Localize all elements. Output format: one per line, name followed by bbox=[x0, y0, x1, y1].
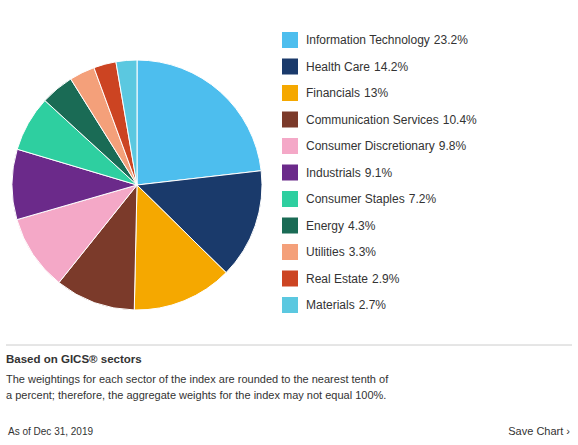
legend-swatch bbox=[282, 191, 298, 207]
pie-slice bbox=[137, 60, 261, 185]
legend-swatch bbox=[282, 297, 298, 313]
legend-swatch bbox=[282, 112, 298, 128]
legend-category: Communication Services bbox=[306, 113, 439, 127]
legend-category: Financials bbox=[306, 86, 360, 100]
legend-item: Financials 13% bbox=[282, 85, 388, 101]
footer-date: As of Dec 31, 2019 bbox=[8, 426, 93, 437]
legend-label: Industrials 9.1% bbox=[306, 166, 392, 180]
legend-label: Materials 2.7% bbox=[306, 298, 386, 312]
legend-label: Communication Services 10.4% bbox=[306, 113, 477, 127]
legend-category: Real Estate bbox=[306, 272, 368, 286]
legend: Information Technology 23.2% Health Care 14… bbox=[282, 32, 477, 313]
legend-swatch bbox=[282, 32, 298, 48]
legend-swatch bbox=[282, 85, 298, 101]
legend-swatch bbox=[282, 138, 298, 154]
legend-swatch bbox=[282, 218, 298, 234]
legend-value: 23.2% bbox=[434, 33, 468, 47]
legend-value: 3.3% bbox=[349, 245, 377, 259]
legend-category: Energy bbox=[306, 219, 344, 233]
legend-category: Information Technology bbox=[306, 33, 430, 47]
pie-slice bbox=[134, 185, 226, 310]
legend-label: Consumer Discretionary 9.8% bbox=[306, 139, 466, 153]
legend-value: 13% bbox=[364, 86, 388, 100]
legend-value: 4.3% bbox=[348, 219, 376, 233]
footer-body: a percent; therefore, the aggregate weig… bbox=[6, 389, 386, 401]
legend-swatch bbox=[282, 165, 298, 181]
footer-heading: Based on GICS® sectors bbox=[6, 353, 142, 365]
chart: Information Technology 23.2% Health Care 14… bbox=[0, 0, 578, 445]
legend-category: Consumer Staples bbox=[306, 192, 405, 206]
legend-label: Health Care 14.2% bbox=[306, 60, 408, 74]
legend-value: 9.8% bbox=[439, 139, 467, 153]
footer: Based on GICS® sectors The weightings for… bbox=[6, 345, 572, 437]
legend-swatch bbox=[282, 271, 298, 287]
legend-item: Health Care 14.2% bbox=[282, 59, 408, 75]
legend-item: Information Technology 23.2% bbox=[282, 32, 468, 48]
legend-label: Energy 4.3% bbox=[306, 219, 376, 233]
legend-item: Energy 4.3% bbox=[282, 218, 376, 234]
legend-item: Materials 2.7% bbox=[282, 297, 386, 313]
legend-item: Real Estate 2.9% bbox=[282, 271, 400, 287]
legend-value: 2.7% bbox=[359, 298, 387, 312]
legend-category: Industrials bbox=[306, 166, 361, 180]
legend-category: Utilities bbox=[306, 245, 345, 259]
legend-category: Health Care bbox=[306, 60, 370, 74]
legend-swatch bbox=[282, 59, 298, 75]
legend-value: 7.2% bbox=[409, 192, 437, 206]
footer-divider bbox=[6, 345, 572, 346]
legend-label: Information Technology 23.2% bbox=[306, 33, 468, 47]
legend-item: Industrials 9.1% bbox=[282, 165, 392, 181]
legend-item: Communication Services 10.4% bbox=[282, 112, 477, 128]
legend-value: 10.4% bbox=[443, 113, 477, 127]
legend-value: 14.2% bbox=[374, 60, 408, 74]
legend-label: Real Estate 2.9% bbox=[306, 272, 400, 286]
legend-item: Consumer Discretionary 9.8% bbox=[282, 138, 466, 154]
legend-value: 2.9% bbox=[372, 272, 400, 286]
legend-item: Utilities 3.3% bbox=[282, 244, 376, 260]
legend-category: Materials bbox=[306, 298, 355, 312]
pie bbox=[12, 60, 262, 310]
pie-slice bbox=[116, 60, 137, 185]
legend-category: Consumer Discretionary bbox=[306, 139, 435, 153]
footer-body: The weightings for each sector of the in… bbox=[6, 373, 389, 385]
legend-value: 9.1% bbox=[365, 166, 393, 180]
footer-link: Save Chart › bbox=[508, 425, 570, 437]
legend-item: Consumer Staples 7.2% bbox=[282, 191, 436, 207]
legend-label: Financials 13% bbox=[306, 86, 388, 100]
legend-label: Consumer Staples 7.2% bbox=[306, 192, 436, 206]
legend-label: Utilities 3.3% bbox=[306, 245, 376, 259]
legend-swatch bbox=[282, 244, 298, 260]
